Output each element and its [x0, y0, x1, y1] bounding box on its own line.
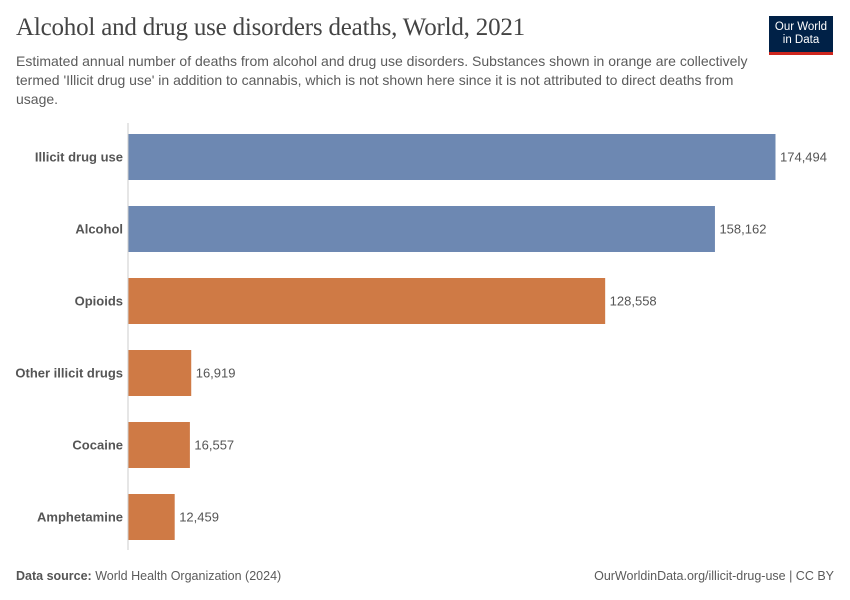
value-label: 16,557 — [194, 438, 234, 453]
bar-1[interactable] — [128, 206, 715, 252]
chart-subtitle: Estimated annual number of deaths from a… — [16, 53, 748, 107]
bar-3[interactable] — [128, 350, 192, 396]
value-label: 128,558 — [610, 294, 657, 309]
value-label: 16,919 — [196, 366, 236, 381]
category-label: Cocaine — [72, 438, 123, 453]
category-label: Alcohol — [75, 222, 123, 237]
bar-5[interactable] — [128, 494, 175, 540]
source-label: Data source: — [16, 569, 92, 583]
value-label: 158,162 — [719, 222, 766, 237]
footer-url[interactable]: OurWorldinData.org/illicit-drug-use | CC… — [594, 569, 834, 583]
category-label: Other illicit drugs — [15, 366, 123, 381]
value-label: 174,494 — [780, 150, 827, 165]
source-text[interactable]: World Health Organization (2024) — [95, 569, 282, 583]
value-label: 12,459 — [179, 510, 219, 525]
bar-0[interactable] — [128, 134, 776, 180]
data-source: Data source: World Health Organization (… — [16, 569, 281, 583]
category-label: Illicit drug use — [35, 150, 123, 165]
chart-title: Alcohol and drug use disorders deaths, W… — [16, 14, 525, 41]
category-label: Amphetamine — [37, 510, 123, 525]
bar-4[interactable] — [128, 422, 190, 468]
owid-logo[interactable]: Our World in Data — [769, 16, 833, 55]
bar-2[interactable] — [128, 278, 606, 324]
category-label: Opioids — [75, 294, 123, 309]
